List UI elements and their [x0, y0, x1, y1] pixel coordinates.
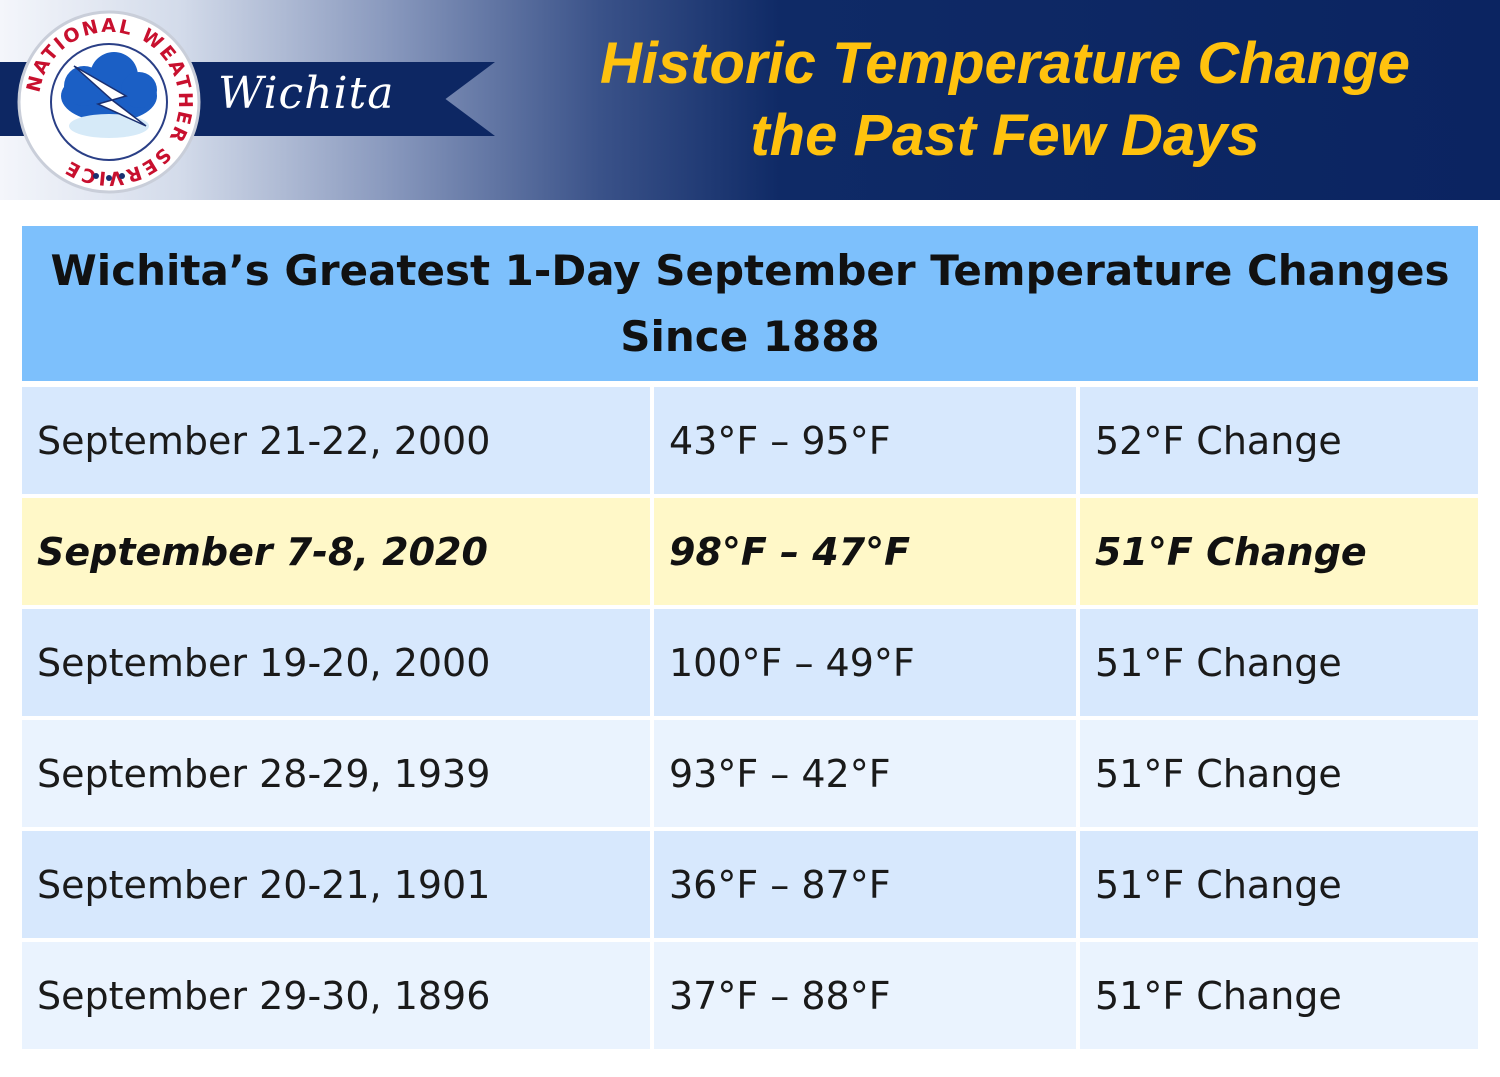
- table-row: September 28-29, 1939 93°F – 42°F 51°F C…: [22, 720, 1478, 827]
- change-cell: 51°F Change: [1080, 831, 1478, 938]
- table-header-line-2: Since 1888: [620, 311, 880, 361]
- temperature-range-cell: 43°F – 95°F: [654, 387, 1076, 494]
- temperature-change-table: Wichita’s Greatest 1-Day September Tempe…: [22, 226, 1478, 1053]
- date-cell: September 29-30, 1896: [22, 942, 650, 1049]
- lightning-icon: [73, 65, 147, 127]
- temperature-range-cell: 36°F – 87°F: [654, 831, 1076, 938]
- table-row: September 29-30, 1896 37°F – 88°F 51°F C…: [22, 942, 1478, 1049]
- table-header-line-1: Wichita’s Greatest 1-Day September Tempe…: [50, 245, 1450, 295]
- date-cell: September 19-20, 2000: [22, 609, 650, 716]
- table-row: September 19-20, 2000 100°F – 49°F 51°F …: [22, 609, 1478, 716]
- title-line-2: the Past Few Days: [750, 103, 1260, 168]
- title-line-1: Historic Temperature Change: [599, 31, 1411, 96]
- header-banner: Wichita NATIONAL WEATHER SERVICE Histori…: [0, 0, 1500, 200]
- temperature-range-cell: 37°F – 88°F: [654, 942, 1076, 1049]
- stars-icon: [93, 173, 125, 181]
- table-header: Wichita’s Greatest 1-Day September Tempe…: [22, 226, 1478, 381]
- office-name: Wichita: [218, 68, 395, 119]
- table-row-highlighted: September 7-8, 2020 98°F – 47°F 51°F Cha…: [22, 498, 1478, 605]
- change-cell: 51°F Change: [1080, 720, 1478, 827]
- change-cell: 51°F Change: [1080, 498, 1478, 605]
- temperature-range-cell: 98°F – 47°F: [654, 498, 1076, 605]
- table-body: September 21-22, 2000 43°F – 95°F 52°F C…: [22, 387, 1478, 1049]
- nws-logo: NATIONAL WEATHER SERVICE: [17, 10, 201, 194]
- date-cell: September 21-22, 2000: [22, 387, 650, 494]
- change-cell: 51°F Change: [1080, 609, 1478, 716]
- temperature-range-cell: 100°F – 49°F: [654, 609, 1076, 716]
- date-cell: September 28-29, 1939: [22, 720, 650, 827]
- date-cell: September 7-8, 2020: [22, 498, 650, 605]
- page-title: Historic Temperature Change the Past Few…: [510, 28, 1500, 172]
- change-cell: 52°F Change: [1080, 387, 1478, 494]
- date-cell: September 20-21, 1901: [22, 831, 650, 938]
- change-cell: 51°F Change: [1080, 942, 1478, 1049]
- table-row: September 20-21, 1901 36°F – 87°F 51°F C…: [22, 831, 1478, 938]
- temperature-range-cell: 93°F – 42°F: [654, 720, 1076, 827]
- table-row: September 21-22, 2000 43°F – 95°F 52°F C…: [22, 387, 1478, 494]
